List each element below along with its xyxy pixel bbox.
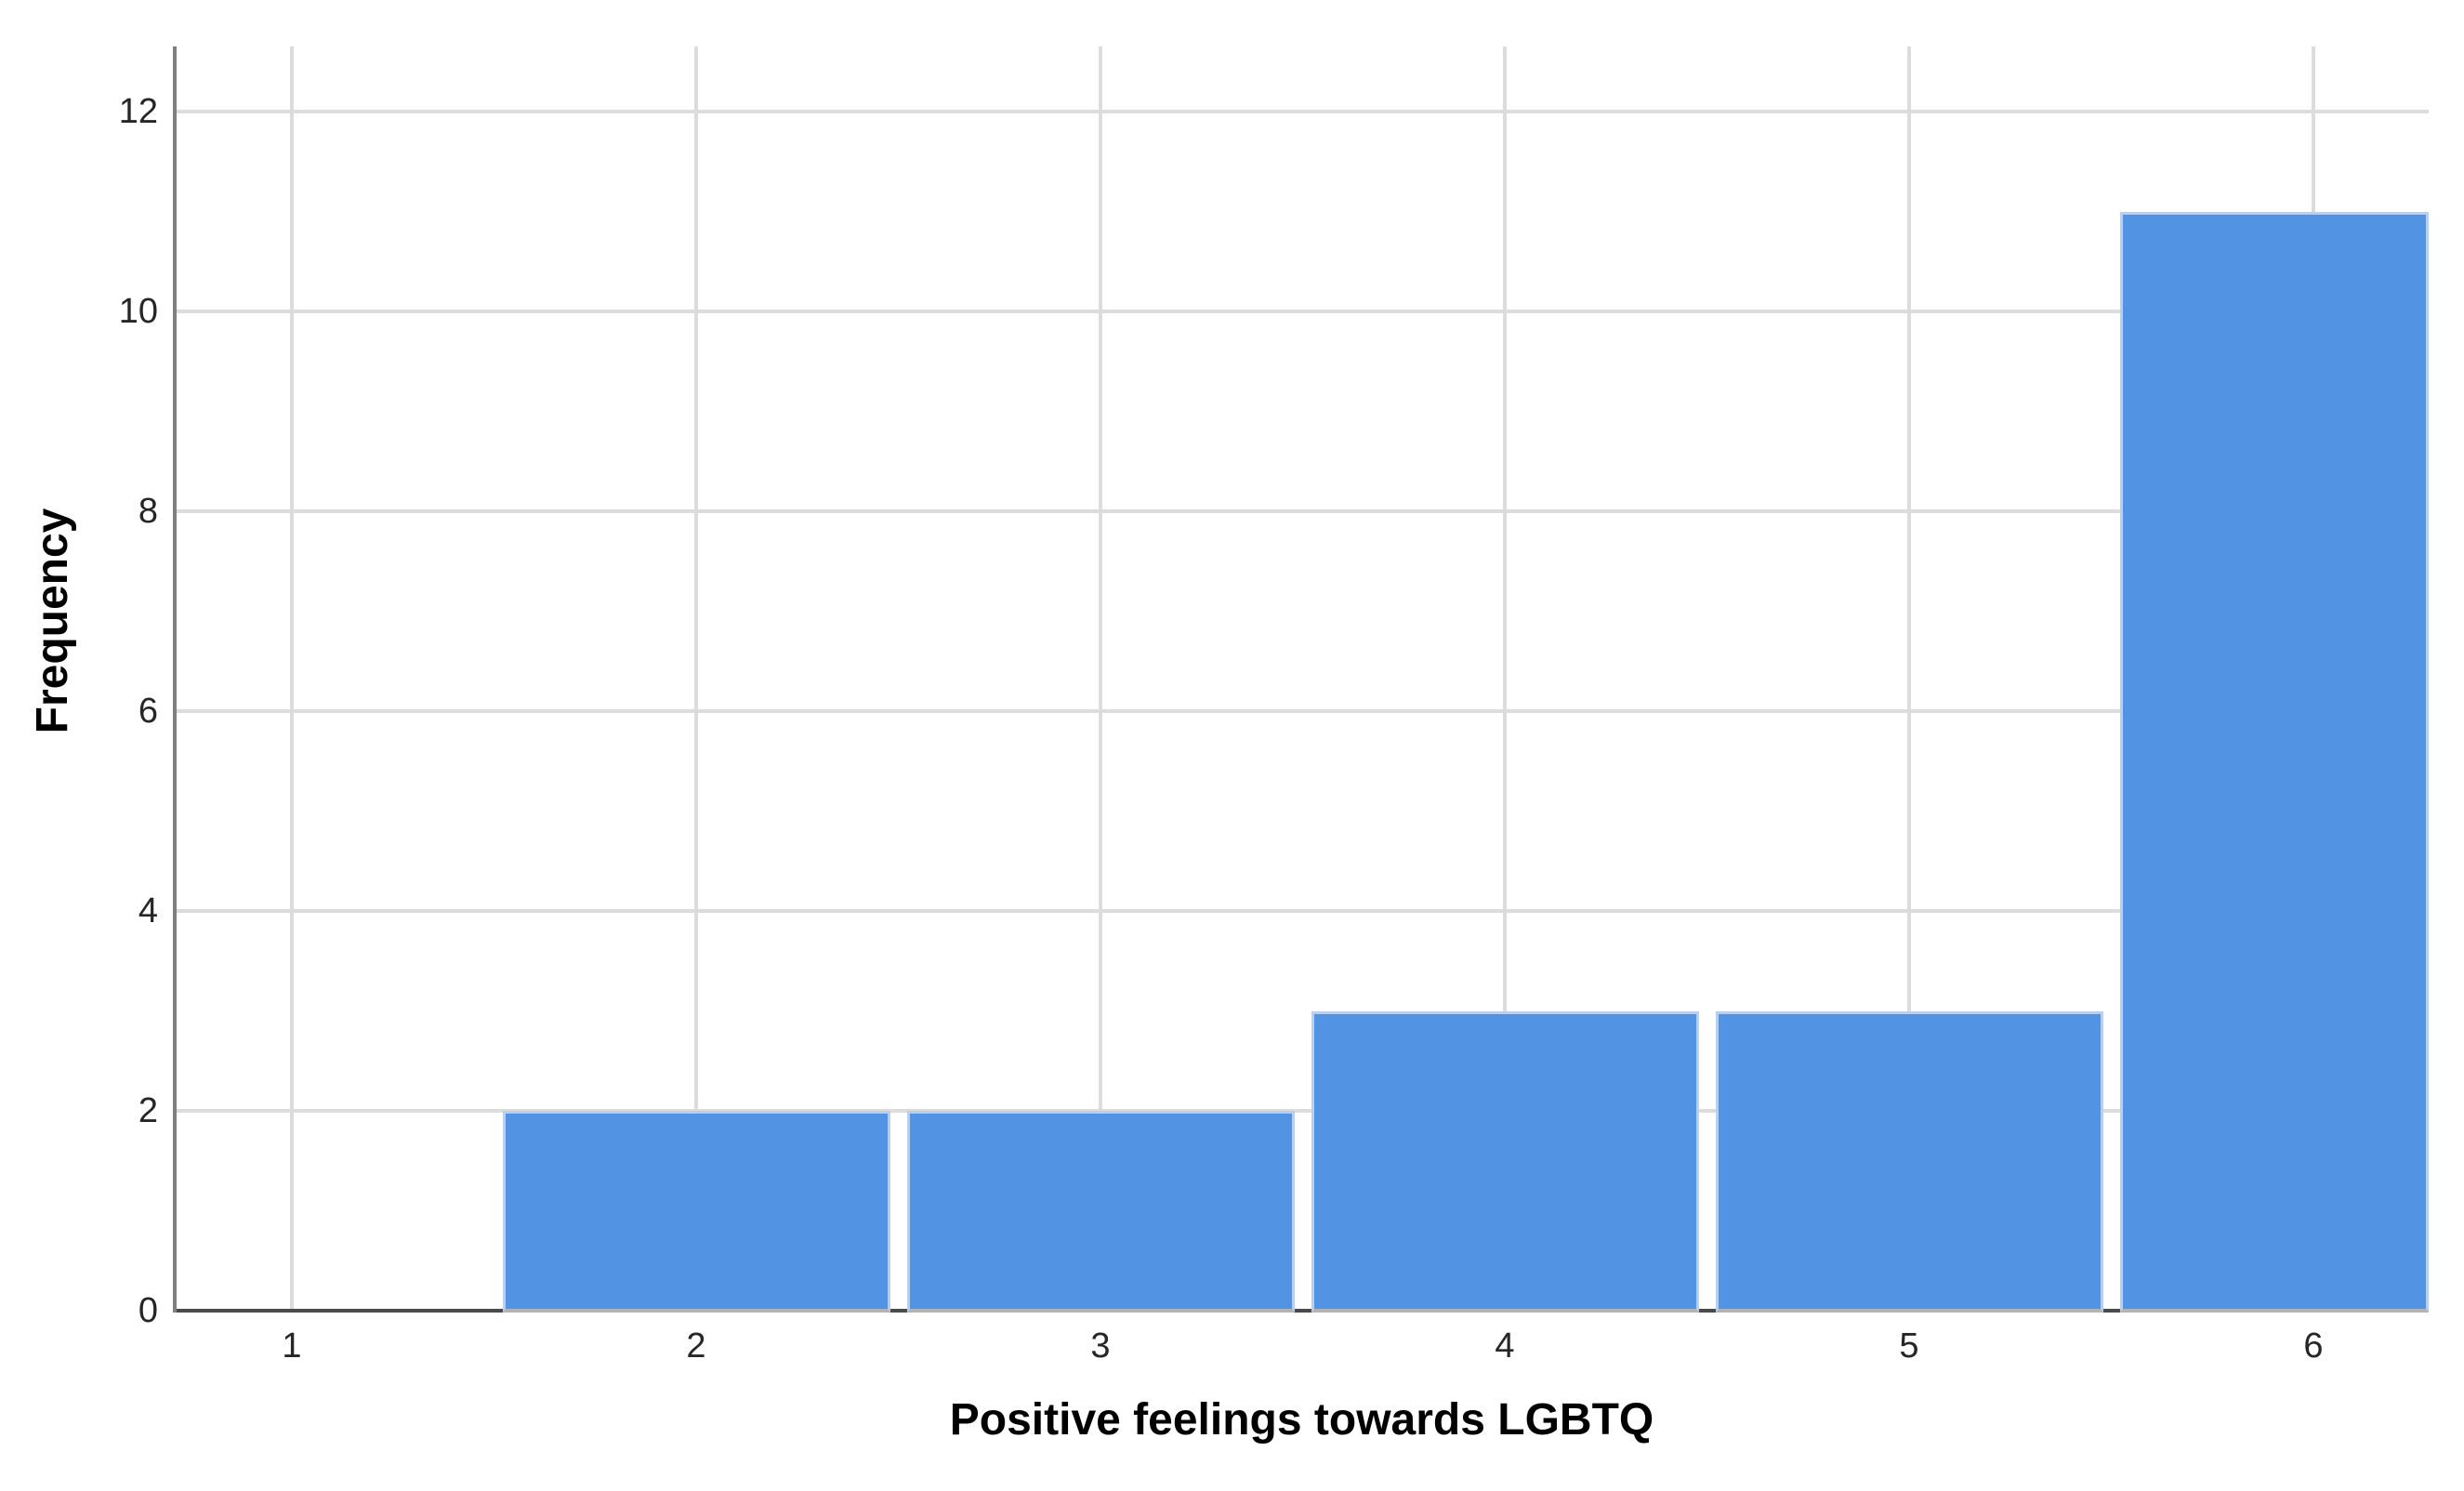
y-axis-line — [173, 46, 177, 1313]
bar — [1311, 1010, 1699, 1313]
h-gridline — [175, 509, 2429, 513]
h-gridline — [175, 110, 2429, 113]
y-tick-label: 0 — [138, 1291, 158, 1330]
y-tick-label: 2 — [138, 1091, 158, 1130]
v-gridline — [1099, 46, 1102, 1309]
y-tick-label: 6 — [138, 692, 158, 731]
v-gridline — [290, 46, 294, 1309]
y-tick-label: 4 — [138, 891, 158, 930]
v-gridline — [1907, 46, 1911, 1309]
x-tick-label: 4 — [1495, 1326, 1515, 1366]
x-tick-label: 6 — [2303, 1326, 2324, 1366]
h-gridline — [175, 909, 2429, 913]
bar — [2119, 211, 2429, 1313]
x-axis-title: Positive feelings towards LGBTQ — [949, 1395, 1654, 1445]
y-tick-label: 8 — [138, 492, 158, 531]
x-axis-line — [173, 1309, 2429, 1313]
v-gridline — [1503, 46, 1507, 1309]
y-axis-title: Frequency — [28, 508, 77, 734]
y-tick-label: 12 — [118, 92, 158, 131]
x-tick-label: 2 — [686, 1326, 706, 1366]
bar — [502, 1111, 890, 1313]
x-tick-label: 3 — [1090, 1326, 1111, 1366]
h-gridline — [175, 1109, 2429, 1113]
bar — [1715, 1010, 2103, 1313]
h-gridline — [175, 709, 2429, 713]
x-tick-label: 1 — [282, 1326, 302, 1366]
h-gridline — [175, 310, 2429, 313]
x-tick-label: 5 — [1899, 1326, 1919, 1366]
bar — [906, 1111, 1295, 1313]
v-gridline — [694, 46, 698, 1309]
y-tick-label: 10 — [118, 292, 158, 331]
